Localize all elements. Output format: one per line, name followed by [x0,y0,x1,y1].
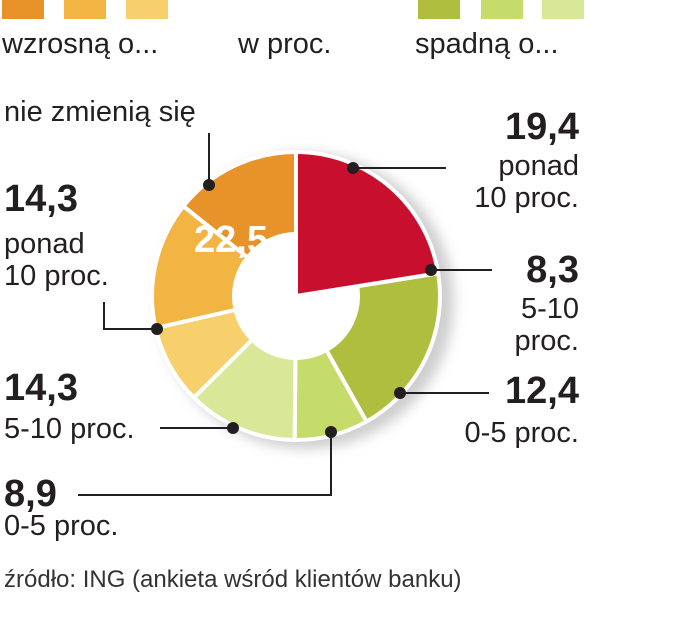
slice-1 [324,271,442,424]
leader-lines [78,133,492,496]
legend-swatch-decrease-10 [418,0,460,19]
text-inc-10: ponad 10 proc. [4,228,109,292]
value-dec-10: 19,4 [505,106,579,148]
dot-dec-10 [347,162,359,174]
dot-unchanged [203,179,215,191]
legend-swatch-increase-10 [2,0,44,19]
dot-inc-5-10 [227,422,239,434]
legend-swatch-decrease-0-5 [542,0,584,19]
leader-dots [151,162,437,438]
dot-dec-5-10 [425,264,437,276]
text-inc-0-5: 0-5 proc. [4,510,119,542]
value-inc-5-10: 14,3 [4,367,78,409]
source-note: źródło: ING (ankieta wśród klientów bank… [4,566,462,593]
text-dec-10: ponad 10 proc. [474,150,579,214]
slice-0 [294,150,441,298]
dot-inc-0-5 [325,426,337,438]
value-inc-10: 14,3 [4,178,78,220]
value-dec-0-5: 12,4 [505,370,579,412]
dot-inc-10 [151,323,163,335]
legend-unit-label: w proc. [238,28,332,60]
text-inc-5-10: 5-10 proc. [4,413,135,445]
legend-swatch-increase-0-5 [126,0,168,19]
legend-swatch-increase-5-10 [64,0,106,19]
leader-inc-0-5 [78,432,332,496]
dot-dec-0-5 [394,387,406,399]
center-value: 22,5 [194,219,268,261]
donut-slices [150,150,442,442]
legend-decrease-label: spadną o... [415,28,559,60]
legend-increase-label: wzrosną o... [2,28,159,60]
leader-inc-10 [103,302,157,330]
text-dec-0-5: 0-5 proc. [464,417,579,449]
legend-swatch-decrease-5-10 [481,0,523,19]
text-dec-5-10: 5-10 proc. [514,293,579,357]
value-dec-5-10: 8,3 [526,249,579,291]
label-unchanged: nie zmienią się [4,96,196,128]
value-inc-0-5: 8,9 [4,473,57,515]
